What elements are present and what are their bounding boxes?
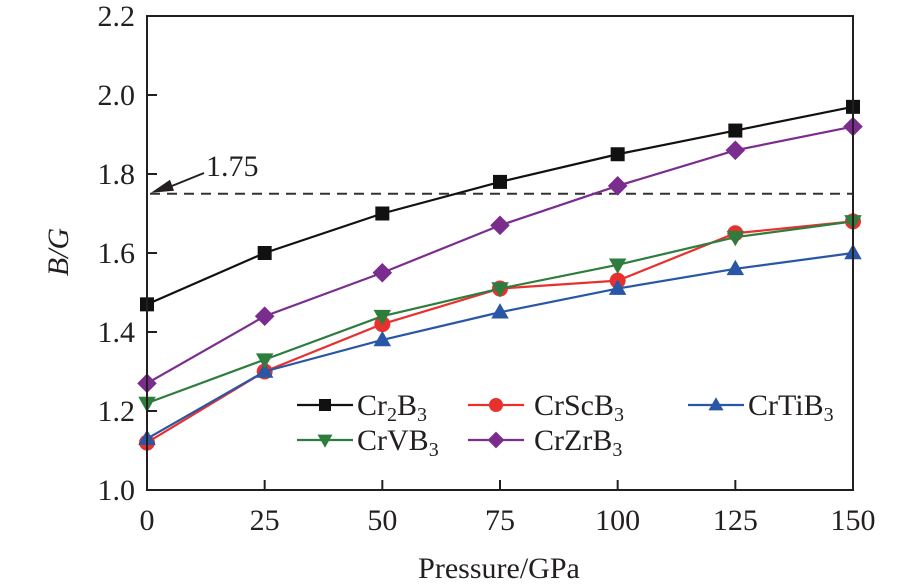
legend-label: CrScB3 <box>534 389 624 426</box>
data-point <box>373 309 392 326</box>
legend-item-Cr2B3: Cr2B3 <box>297 389 427 426</box>
y-tick-label: 1.0 <box>98 474 136 507</box>
y-tick-label: 1.8 <box>98 158 136 191</box>
legend-marker <box>317 434 333 448</box>
legend-label-main: B <box>594 389 614 422</box>
data-point <box>490 215 510 236</box>
legend-label-main: B <box>397 389 417 422</box>
legend-label: CrVB3 <box>357 424 439 461</box>
series-line <box>146 105 854 306</box>
series-Cr2B3 <box>140 99 860 312</box>
legend-label-subscript: 3 <box>612 439 622 461</box>
data-point <box>608 258 627 274</box>
x-tick-label: 0 <box>140 504 155 537</box>
data-point <box>607 176 628 196</box>
y-tick-label: 2.2 <box>98 0 136 33</box>
data-point <box>372 262 393 283</box>
legend-item-CrVB3: CrVB3 <box>297 424 439 461</box>
legend-label-subscript: 3 <box>417 404 427 426</box>
x-tick-label: 125 <box>713 504 758 537</box>
legend-label-subscript: 3 <box>824 404 834 426</box>
y-tick-label: 2.0 <box>98 79 136 112</box>
data-point <box>726 230 745 247</box>
legend-label-subscript: 2 <box>387 404 397 426</box>
ticks-layer: 1.0 1.2 1.4 1.6 1.8 2.0 2.2 0 25 50 75 100 125 150 <box>98 0 876 537</box>
legend-item-CrZrB3: CrZrB3 <box>468 424 622 461</box>
y-tick-label: 1.6 <box>98 237 136 270</box>
legend-marker <box>487 431 505 449</box>
annotation-label: 1.75 <box>206 150 259 183</box>
data-point <box>493 174 507 189</box>
legend-item-CrScB3: CrScB3 <box>468 389 624 426</box>
legend-label-main: B <box>804 389 824 422</box>
legend-label-main: B <box>592 424 612 457</box>
legend-label-main: CrV <box>357 424 409 457</box>
legend-label-subscript: 3 <box>429 439 439 461</box>
legend-label-main: CrZr <box>534 424 592 457</box>
data-point <box>610 147 625 162</box>
data-point <box>491 282 509 298</box>
data-point <box>255 353 274 369</box>
legend-label-main: CrSc <box>534 389 594 422</box>
annotation-arrowhead <box>151 179 174 193</box>
legend-marker <box>319 399 331 411</box>
legend-marker <box>489 398 503 412</box>
legend-label-main: CrTi <box>748 389 804 422</box>
x-tick-label: 100 <box>595 504 640 537</box>
series-CrZrB3 <box>137 116 863 394</box>
x-tick-label: 50 <box>367 504 397 537</box>
data-point <box>608 279 627 295</box>
x-tick-label: 150 <box>831 504 876 537</box>
data-point <box>725 140 746 161</box>
legend-marker <box>708 397 724 411</box>
data-point <box>257 246 272 260</box>
y-axis-title: B/G <box>42 228 75 277</box>
legend-label: Cr2B3 <box>357 389 427 426</box>
series-layer <box>137 99 863 451</box>
legend-label: CrTiB3 <box>748 389 834 426</box>
x-tick-label: 25 <box>250 504 280 537</box>
legend-label-main: B <box>409 424 429 457</box>
y-tick-label: 1.2 <box>98 395 136 428</box>
annotation-layer: 1.75 <box>151 150 259 193</box>
data-point <box>373 330 392 347</box>
series-CrTiB3 <box>138 243 862 445</box>
data-point <box>728 123 743 138</box>
legend-label: CrZrB3 <box>534 424 622 461</box>
legend-item-CrTiB3: CrTiB3 <box>688 389 834 426</box>
data-point <box>255 362 274 378</box>
x-axis-title: Pressure/GPa <box>418 552 580 585</box>
legend-label-subscript: 3 <box>614 404 624 426</box>
data-point <box>375 206 390 221</box>
data-point <box>254 306 275 326</box>
y-tick-label: 1.4 <box>98 316 136 349</box>
x-tick-label: 75 <box>485 504 515 537</box>
data-point <box>491 303 509 319</box>
legend-label-main: Cr <box>357 389 387 422</box>
data-point <box>726 259 745 276</box>
